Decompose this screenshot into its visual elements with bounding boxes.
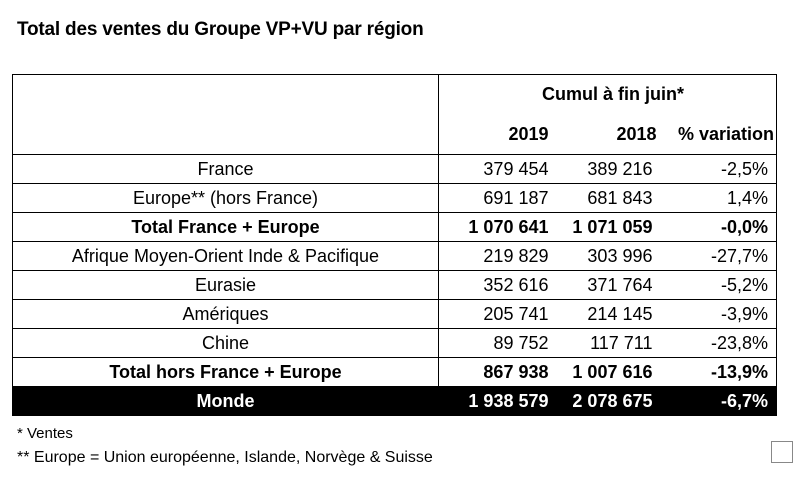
value-2019-cell: 205 741 — [438, 299, 557, 329]
footnote-europe: ** Europe = Union européenne, Islande, N… — [17, 449, 433, 466]
footnote-ventes: * Ventes — [17, 425, 73, 442]
header-row-years: 2019 2018 % variation — [12, 114, 777, 155]
region-cell: Chine — [12, 328, 439, 358]
variation-cell: -2,5% — [660, 154, 777, 184]
header-row-group: Cumul à fin juin* — [12, 74, 777, 115]
table-row: Europe** (hors France) 691 187 681 843 1,4% — [12, 183, 777, 213]
value-2019-cell: 1 938 579 — [438, 386, 557, 416]
column-header-2018: 2018 — [556, 114, 661, 155]
table-title: Total des ventes du Groupe VP+VU par rég… — [17, 19, 424, 40]
region-cell: France — [12, 154, 439, 184]
sales-table: Cumul à fin juin* 2019 2018 % variation … — [12, 74, 777, 416]
value-2019-cell: 867 938 — [438, 357, 557, 387]
region-cell: Eurasie — [12, 270, 439, 300]
value-2019-cell: 89 752 — [438, 328, 557, 358]
value-2019-cell: 379 454 — [438, 154, 557, 184]
value-2018-cell: 389 216 — [556, 154, 661, 184]
region-cell: Amériques — [12, 299, 439, 329]
variation-cell: -0,0% — [660, 212, 777, 242]
checkbox[interactable] — [771, 441, 793, 463]
value-2018-cell: 1 007 616 — [556, 357, 661, 387]
value-2018-cell: 214 145 — [556, 299, 661, 329]
value-2019-cell: 219 829 — [438, 241, 557, 271]
region-cell: Afrique Moyen-Orient Inde & Pacifique — [12, 241, 439, 271]
variation-cell: -13,9% — [660, 357, 777, 387]
variation-cell: -23,8% — [660, 328, 777, 358]
variation-cell: -5,2% — [660, 270, 777, 300]
cumul-header: Cumul à fin juin* — [438, 74, 777, 115]
value-2018-cell: 303 996 — [556, 241, 661, 271]
value-2019-cell: 352 616 — [438, 270, 557, 300]
table-row: France 379 454 389 216 -2,5% — [12, 154, 777, 184]
region-cell: Europe** (hors France) — [12, 183, 439, 213]
value-2018-cell: 2 078 675 — [556, 386, 661, 416]
variation-cell: 1,4% — [660, 183, 777, 213]
region-cell: Total France + Europe — [12, 212, 439, 242]
table-row: Afrique Moyen-Orient Inde & Pacifique 219… — [12, 241, 777, 271]
variation-cell: -6,7% — [660, 386, 777, 416]
header-blank-cell — [12, 114, 439, 155]
value-2019-cell: 1 070 641 — [438, 212, 557, 242]
region-cell: Monde — [12, 386, 439, 416]
value-2018-cell: 681 843 — [556, 183, 661, 213]
table-row: Amériques 205 741 214 145 -3,9% — [12, 299, 777, 329]
value-2018-cell: 117 711 — [556, 328, 661, 358]
region-cell: Total hors France + Europe — [12, 357, 439, 387]
table-row: Monde 1 938 579 2 078 675 -6,7% — [12, 386, 777, 416]
value-2019-cell: 691 187 — [438, 183, 557, 213]
value-2018-cell: 371 764 — [556, 270, 661, 300]
variation-cell: -3,9% — [660, 299, 777, 329]
value-2018-cell: 1 071 059 — [556, 212, 661, 242]
table-row: Chine 89 752 117 711 -23,8% — [12, 328, 777, 358]
variation-cell: -27,7% — [660, 241, 777, 271]
column-header-variation: % variation — [660, 114, 777, 155]
table-row: Eurasie 352 616 371 764 -5,2% — [12, 270, 777, 300]
table-row: Total France + Europe 1 070 641 1 071 059-… — [12, 212, 777, 242]
table-row: Total hors France + Europe 867 938 1 007 6… — [12, 357, 777, 387]
column-header-2019: 2019 — [438, 114, 557, 155]
header-blank-cell — [12, 74, 439, 115]
